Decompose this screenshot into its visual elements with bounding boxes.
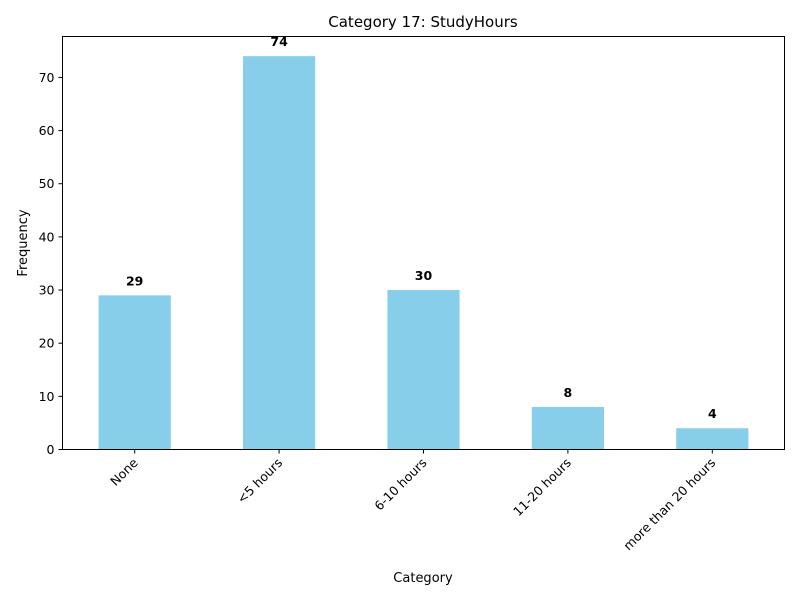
x-tick-label-3: 11-20 hours — [510, 455, 574, 519]
bar-1 — [243, 56, 316, 450]
chart-title: Category 17: StudyHours — [328, 13, 518, 31]
y-axis-label: Frequency — [16, 209, 31, 276]
x-tick-label-1: <5 hours — [234, 455, 285, 506]
y-tick-label-0: 0 — [47, 442, 55, 457]
data-label-2: 30 — [415, 268, 433, 283]
x-axis-ticks: None <5 hours 6-10 hours 11-20 hours more th… — [107, 449, 718, 553]
x-tick-label-0: None — [107, 455, 141, 489]
x-axis-label: Category — [393, 571, 453, 586]
bar-2 — [387, 290, 460, 450]
bars-group — [98, 56, 749, 450]
y-tick-label-7: 70 — [39, 70, 55, 85]
y-tick-label-5: 50 — [39, 176, 55, 191]
data-label-4: 4 — [708, 406, 717, 421]
x-tick-label-2: 6-10 hours — [371, 455, 429, 513]
y-tick-label-1: 10 — [39, 389, 55, 404]
y-axis-ticks: 0 10 20 30 40 50 60 70 — [39, 70, 63, 457]
bar-0 — [98, 295, 171, 450]
bar-3 — [531, 406, 604, 450]
data-label-3: 8 — [564, 385, 573, 400]
data-label-0: 29 — [126, 273, 143, 288]
data-labels-group: 29 74 30 8 4 — [126, 34, 717, 421]
y-tick-label-6: 60 — [39, 123, 55, 138]
data-label-1: 74 — [270, 34, 288, 49]
y-tick-label-3: 30 — [39, 283, 55, 298]
y-tick-label-2: 20 — [39, 336, 55, 351]
x-tick-label-4: more than 20 hours — [620, 455, 718, 553]
plot-area-frame — [62, 36, 785, 450]
y-tick-label-4: 40 — [39, 229, 55, 244]
bar-4 — [676, 428, 749, 450]
